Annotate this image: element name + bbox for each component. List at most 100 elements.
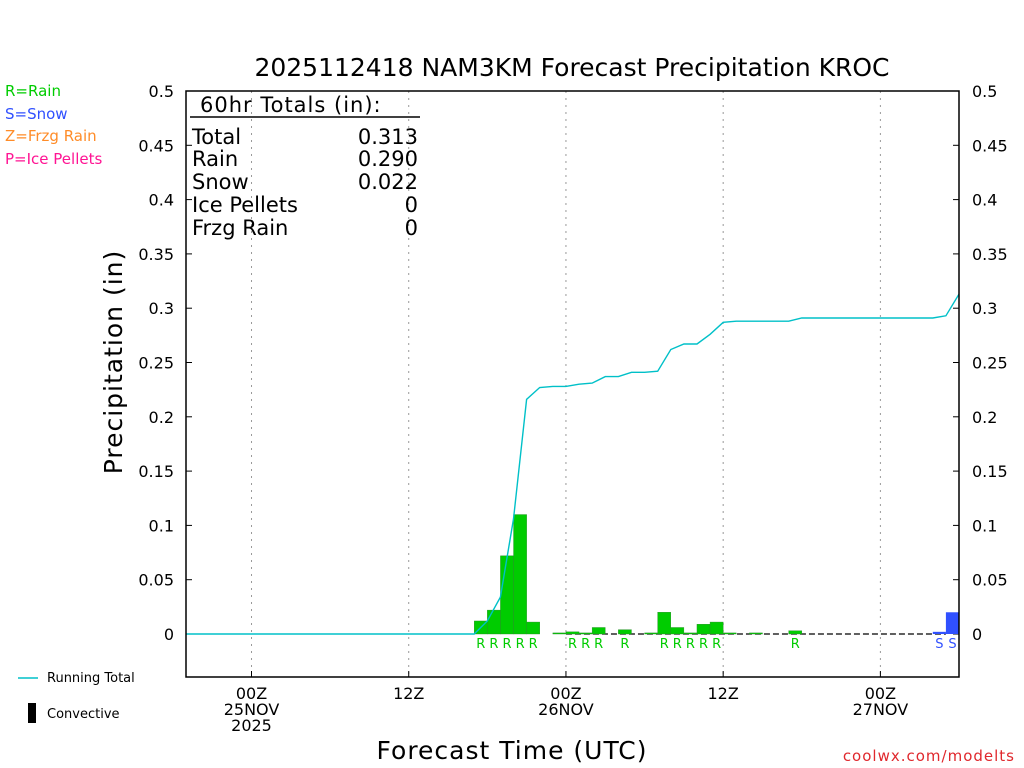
x-tick-label: 25NOV: [224, 700, 280, 719]
ptype-marker: R: [476, 637, 485, 652]
x-axis-title: Forecast Time (UTC): [377, 736, 648, 765]
precip-bar: [932, 631, 946, 634]
precip-bar: [513, 514, 527, 635]
precip-bar: [696, 624, 711, 635]
x-tick-label: 2025: [231, 716, 272, 735]
ptype-marker: S: [948, 637, 956, 652]
precip-bar: [487, 609, 501, 635]
ptype-marker: R: [581, 637, 590, 652]
source-credit: coolwx.com/modelts: [843, 747, 1015, 765]
y-axis-right-labels: 0.5 0.45 0.4 0.35 0.3 0.25 0.2 0.15 0.1 0.05 0: [953, 82, 1008, 644]
ptype-marker: R: [673, 637, 682, 652]
totals-label-rain: Rain: [192, 147, 238, 171]
totals-label-frzg-rain: Frzg Rain: [192, 216, 288, 240]
ptype-marker: R: [620, 637, 629, 652]
y-tick-label-right: 0.35: [972, 245, 1008, 264]
totals-value-rain: 0.290: [358, 147, 418, 171]
ptype-marker: R: [791, 637, 800, 652]
totals-value-ice-pellets: 0: [405, 193, 418, 217]
ptype-marker: R: [489, 637, 498, 652]
ptype-marker: R: [516, 637, 525, 652]
precip-bar: [749, 632, 763, 635]
totals-value-total: 0.313: [358, 125, 418, 149]
ptype-marker: R: [686, 637, 695, 652]
x-grid-lines: [251, 91, 881, 677]
precip-bar: [709, 621, 724, 635]
precip-bar: [500, 555, 514, 635]
precip-bar: [565, 631, 580, 635]
y-tick-label-left: 0.2: [149, 408, 174, 427]
precip-bar: [683, 632, 698, 635]
totals-header: 60hr Totals (in):: [200, 93, 382, 117]
y-axis-title: Precipitation (in): [99, 250, 128, 475]
totals-label-snow: Snow: [192, 170, 249, 194]
plot-frame: [185, 90, 960, 678]
legend-snow: S=Snow: [5, 105, 68, 123]
y-tick-label-left: 0.05: [138, 571, 174, 590]
y-axis-left-labels: 0.5 0.45 0.4 0.35 0.3 0.25 0.2 0.15 0.1 0.05 0: [138, 82, 192, 644]
totals-box: 60hr Totals (in): Total 0.313 Rain 0.290…: [190, 93, 420, 240]
y-tick-label-right: 0.5: [972, 82, 997, 101]
y-tick-label-right: 0.4: [972, 191, 997, 210]
x-tick-label: 00Z: [865, 684, 896, 703]
ptype-marker: R: [502, 637, 511, 652]
ptype-marker: R: [529, 637, 538, 652]
precip-bar: [591, 627, 606, 635]
convective-legend-swatch: [28, 703, 36, 723]
precip-bar: [788, 630, 802, 635]
y-tick-label-left: 0.4: [149, 191, 174, 210]
precip-bar: [618, 629, 632, 635]
precip-bar: [578, 632, 593, 635]
y-tick-label-right: 0.05: [972, 571, 1008, 590]
running-total-line: [186, 293, 960, 635]
precip-bar: [644, 632, 658, 635]
y-tick-label-right: 0.2: [972, 408, 997, 427]
x-tick-label: 12Z: [708, 684, 739, 703]
totals-value-frzg-rain: 0: [405, 216, 418, 240]
precip-bar: [945, 612, 959, 634]
y-tick-label-right: 0.15: [972, 462, 1008, 481]
y-tick-label-left: 0: [164, 625, 174, 644]
y-tick-label-left: 0.15: [138, 462, 174, 481]
legend-frzg-rain: Z=Frzg Rain: [5, 127, 97, 145]
totals-value-snow: 0.022: [358, 170, 418, 194]
y-tick-label-left: 0.1: [149, 516, 174, 535]
x-tick-label: 27NOV: [853, 700, 909, 719]
precip-bar: [670, 627, 685, 635]
legend-ice-pellets: P=Ice Pellets: [5, 150, 102, 168]
y-tick-label-right: 0.3: [972, 299, 997, 318]
ptype-marker: R: [594, 637, 603, 652]
ptype-marker: R: [712, 637, 721, 652]
x-tick-label: 12Z: [393, 684, 424, 703]
precip-bar: [526, 621, 540, 635]
series-legend: Running Total Convective: [18, 671, 135, 723]
ptype-legend: R=Rain S=Snow Z=Frzg Rain P=Ice Pellets: [5, 82, 102, 168]
ptype-marker: S: [935, 637, 943, 652]
x-tick-label: 00Z: [550, 684, 581, 703]
convective-legend-label: Convective: [47, 707, 120, 722]
ptype-marker: R: [568, 637, 577, 652]
y-tick-label-left: 0.35: [138, 245, 174, 264]
totals-label-ice-pellets: Ice Pellets: [192, 193, 298, 217]
y-tick-label-left: 0.25: [138, 354, 174, 373]
legend-rain: R=Rain: [5, 82, 61, 100]
y-tick-label-right: 0: [972, 625, 982, 644]
x-tick-label: 26NOV: [538, 700, 594, 719]
ptype-marker: R: [699, 637, 708, 652]
running-total-legend-label: Running Total: [47, 671, 135, 686]
precip-bars: [474, 514, 959, 635]
x-tick-label: 00Z: [236, 684, 267, 703]
y-tick-label-left: 0.5: [149, 82, 174, 101]
precip-bar: [657, 612, 671, 635]
chart-title: 2025112418 NAM3KM Forecast Precipitation…: [254, 53, 889, 82]
y-tick-label-right: 0.25: [972, 354, 1008, 373]
precip-bar: [722, 632, 737, 635]
y-tick-label-right: 0.1: [972, 516, 997, 535]
ptype-marker: R: [660, 637, 669, 652]
precip-bar: [552, 632, 567, 635]
y-tick-label-right: 0.45: [972, 136, 1008, 155]
totals-label-total: Total: [191, 125, 241, 149]
